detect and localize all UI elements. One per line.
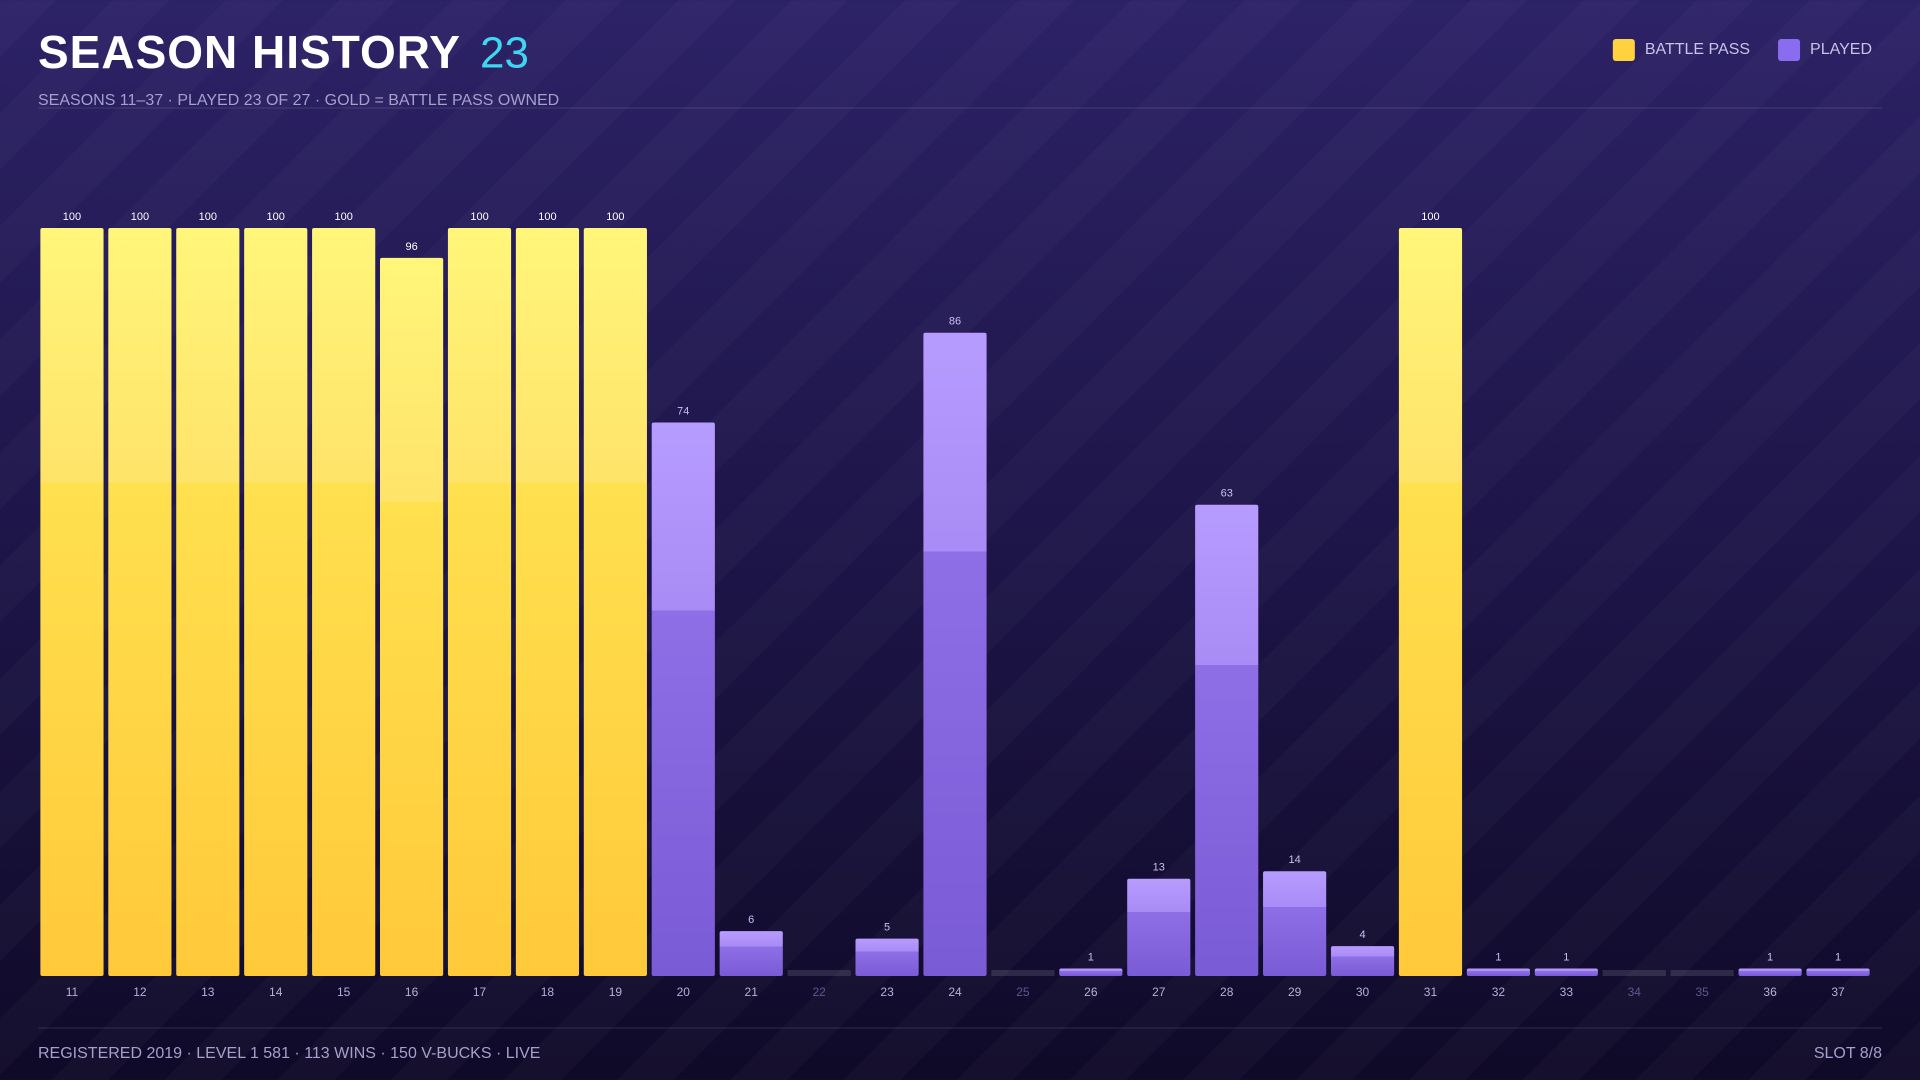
value-label: 100 [334, 211, 352, 223]
bar [1195, 504, 1259, 976]
value-label: 1 [1088, 951, 1094, 963]
x-tick-label: 26 [1084, 985, 1098, 999]
legend-swatch [1778, 39, 1801, 61]
bar [1127, 878, 1191, 976]
x-tick-label: 30 [1356, 985, 1370, 999]
value-label: 1 [1495, 951, 1501, 963]
x-tick-label: 32 [1492, 985, 1506, 999]
x-tick-label: 16 [405, 985, 419, 999]
title-count: 23 [480, 29, 529, 78]
value-label: 100 [63, 211, 81, 223]
empty-slot [1602, 970, 1666, 976]
value-label: 100 [538, 211, 556, 223]
footer-stats: REGISTERED 2019 · LEVEL 1 581 · 113 WINS… [38, 1045, 540, 1062]
bar [447, 228, 512, 976]
value-label: 1 [1767, 951, 1773, 963]
value-label: 100 [1421, 211, 1439, 223]
value-label: 100 [470, 211, 488, 223]
x-tick-label: 33 [1560, 985, 1574, 999]
value-label: 100 [199, 211, 217, 223]
bar [176, 228, 240, 976]
legend-label: BATTLE PASS [1645, 41, 1750, 58]
value-label: 13 [1153, 862, 1165, 874]
bar [1059, 968, 1123, 976]
x-tick-label: 36 [1763, 985, 1777, 999]
x-tick-label: 37 [1831, 985, 1845, 999]
bar [108, 228, 172, 976]
x-tick-label: 31 [1424, 985, 1438, 999]
x-tick-label: 22 [812, 985, 826, 999]
bar [40, 228, 104, 976]
x-tick-label: 11 [66, 985, 79, 999]
subtitle: SEASONS 11–37 · PLAYED 23 OF 27 · GOLD =… [38, 92, 559, 109]
bar [1263, 871, 1327, 976]
value-label: 100 [131, 211, 149, 223]
value-label: 74 [677, 405, 689, 417]
x-tick-label: 13 [201, 985, 215, 999]
bar [1534, 968, 1598, 976]
x-tick-label: 29 [1288, 985, 1302, 999]
x-tick-label: 20 [677, 985, 691, 999]
value-label: 96 [405, 241, 417, 253]
value-label: 1 [1835, 951, 1841, 963]
x-tick-label: 24 [948, 985, 962, 999]
bar [923, 332, 987, 977]
bar [515, 228, 580, 976]
footer-slot: SLOT 8/8 [1814, 1045, 1882, 1062]
x-tick-label: 35 [1696, 985, 1710, 999]
empty-slot [1670, 970, 1734, 976]
x-tick-label: 14 [269, 985, 283, 999]
x-tick-label: 19 [609, 985, 623, 999]
value-label: 100 [267, 211, 285, 223]
bar [380, 257, 444, 976]
x-tick-label: 18 [541, 985, 555, 999]
empty-slot [787, 970, 851, 976]
value-label: 63 [1221, 488, 1233, 500]
x-tick-label: 23 [880, 985, 894, 999]
x-tick-label: 17 [473, 985, 487, 999]
bar [244, 228, 308, 976]
bar [1738, 968, 1802, 976]
x-tick-label: 25 [1016, 985, 1030, 999]
x-tick-label: 12 [133, 985, 147, 999]
legend-swatch [1612, 39, 1635, 61]
x-tick-label: 34 [1628, 985, 1642, 999]
x-tick-label: 21 [745, 985, 759, 999]
bar [1806, 968, 1870, 976]
value-label: 5 [884, 922, 890, 934]
value-label: 1 [1563, 951, 1569, 963]
x-tick-label: 27 [1152, 985, 1166, 999]
bar [1466, 968, 1530, 976]
bar [1330, 946, 1395, 976]
title: SEASON HISTORY [38, 26, 461, 78]
x-tick-label: 15 [337, 985, 351, 999]
value-label: 4 [1359, 929, 1365, 941]
empty-slot [991, 970, 1055, 976]
bar [583, 228, 647, 976]
value-label: 14 [1289, 854, 1301, 866]
bar [1398, 228, 1463, 976]
legend-label: PLAYED [1810, 41, 1872, 58]
value-label: 86 [949, 316, 961, 328]
x-tick-label: 28 [1220, 985, 1234, 999]
value-label: 6 [748, 914, 754, 926]
bar [719, 931, 783, 976]
bar [855, 938, 919, 976]
bar [651, 422, 715, 977]
bar [312, 228, 376, 976]
value-label: 100 [606, 211, 624, 223]
